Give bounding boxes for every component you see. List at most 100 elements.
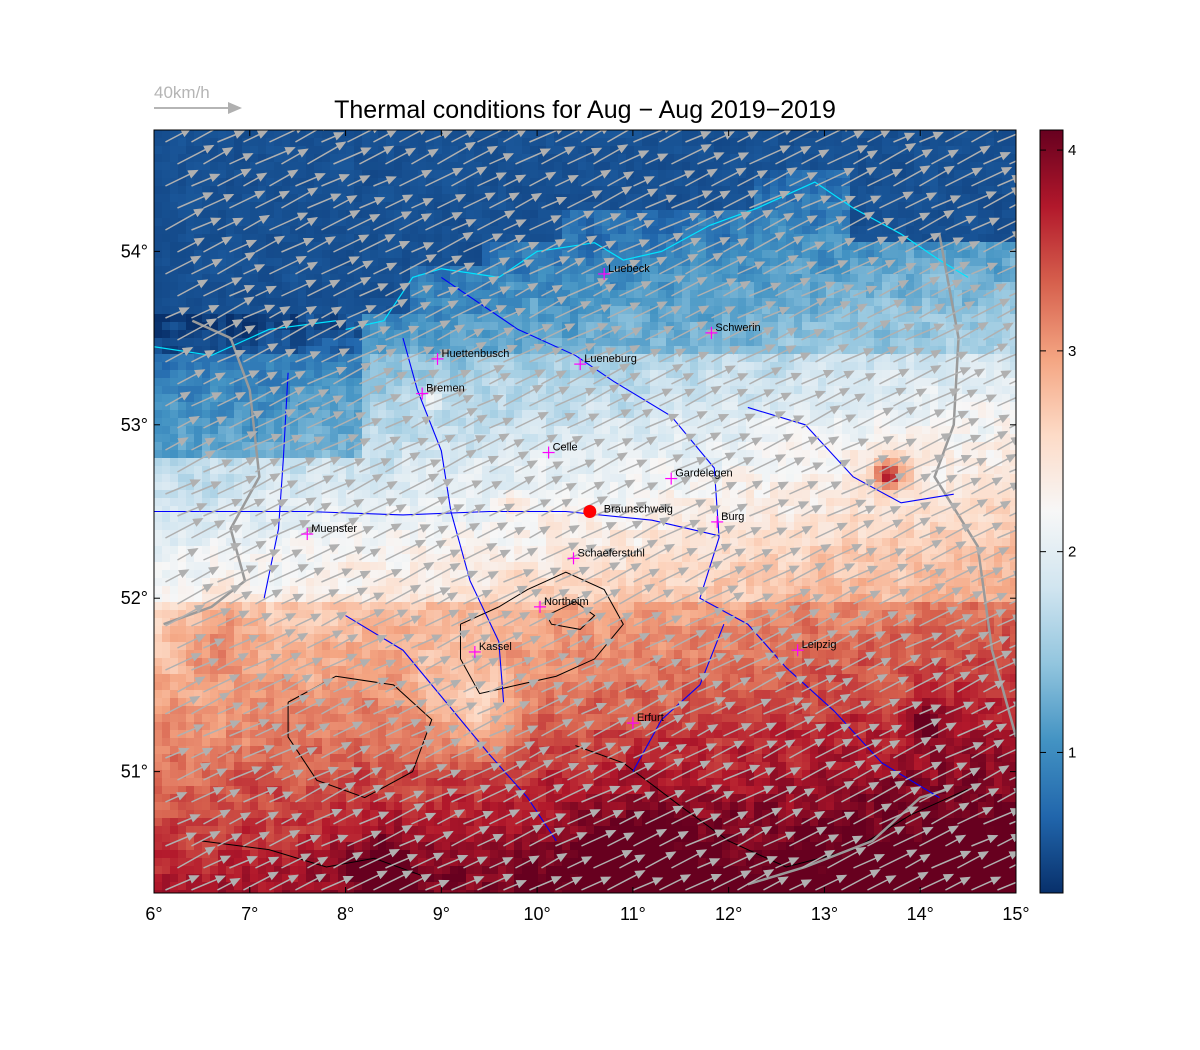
heat-cell bbox=[954, 210, 963, 219]
heat-cell bbox=[650, 170, 659, 179]
heat-cell bbox=[874, 154, 883, 163]
heat-cell bbox=[434, 138, 443, 147]
heat-cell bbox=[522, 242, 531, 251]
heat-cell bbox=[698, 402, 707, 411]
heat-cell bbox=[602, 226, 611, 235]
heat-cell bbox=[426, 226, 435, 235]
heat-cell bbox=[706, 290, 715, 299]
heat-cell bbox=[322, 226, 331, 235]
heat-cell bbox=[890, 210, 899, 219]
heat-cell bbox=[650, 370, 659, 379]
heat-cell bbox=[362, 186, 371, 195]
heat-cell bbox=[762, 442, 771, 451]
heat-cell bbox=[194, 490, 203, 499]
heat-cell bbox=[682, 202, 691, 211]
heat-cell bbox=[690, 202, 699, 211]
heat-cell bbox=[338, 258, 347, 267]
heat-cell bbox=[354, 450, 363, 459]
heat-cell bbox=[930, 170, 939, 179]
heat-cell bbox=[762, 338, 771, 347]
heat-cell bbox=[994, 410, 1003, 419]
heat-cell bbox=[634, 322, 643, 331]
heat-cell bbox=[362, 314, 371, 323]
heat-cell bbox=[354, 466, 363, 475]
heat-cell bbox=[442, 234, 451, 243]
heat-cell bbox=[730, 162, 739, 171]
heat-cell bbox=[266, 450, 275, 459]
heat-cell bbox=[522, 210, 531, 219]
heat-cell bbox=[810, 426, 819, 435]
heat-cell bbox=[602, 426, 611, 435]
heat-cell bbox=[834, 162, 843, 171]
heat-cell bbox=[714, 338, 723, 347]
heat-cell bbox=[762, 242, 771, 251]
heat-cell bbox=[434, 378, 443, 387]
heat-cell bbox=[162, 354, 171, 363]
heat-cell bbox=[154, 242, 163, 251]
heat-cell bbox=[698, 138, 707, 147]
heat-cell bbox=[458, 306, 467, 315]
heat-cell bbox=[690, 314, 699, 323]
heat-cell bbox=[962, 394, 971, 403]
heat-cell bbox=[874, 306, 883, 315]
heat-cell bbox=[762, 458, 771, 467]
heat-cell bbox=[978, 178, 987, 187]
heat-cell bbox=[330, 354, 339, 363]
heat-cell bbox=[754, 282, 763, 291]
heat-cell bbox=[386, 290, 395, 299]
heat-cell bbox=[898, 186, 907, 195]
heat-cell bbox=[970, 226, 979, 235]
heat-cell bbox=[362, 282, 371, 291]
heat-cell bbox=[210, 466, 219, 475]
heat-cell bbox=[674, 242, 683, 251]
heat-cell bbox=[226, 434, 235, 443]
heat-cell bbox=[594, 354, 603, 363]
heat-cell bbox=[250, 258, 259, 267]
heat-cell bbox=[178, 170, 187, 179]
heat-cell bbox=[746, 338, 755, 347]
heat-cell bbox=[730, 290, 739, 299]
heat-cell bbox=[410, 266, 419, 275]
heat-cell bbox=[850, 138, 859, 147]
heat-cell bbox=[914, 394, 923, 403]
heat-cell bbox=[346, 378, 355, 387]
heat-cell bbox=[946, 482, 955, 491]
heat-cell bbox=[154, 226, 163, 235]
heat-cell bbox=[1002, 210, 1011, 219]
heat-cell bbox=[410, 186, 419, 195]
heat-cell bbox=[306, 362, 315, 371]
heat-cell bbox=[674, 290, 683, 299]
heat-cell bbox=[162, 426, 171, 435]
heat-cell bbox=[578, 282, 587, 291]
heat-cell bbox=[514, 410, 523, 419]
heat-cell bbox=[370, 282, 379, 291]
heat-cell bbox=[658, 138, 667, 147]
heat-cell bbox=[322, 490, 331, 499]
heat-cell bbox=[338, 402, 347, 411]
heat-cell bbox=[442, 226, 451, 235]
heat-cell bbox=[458, 258, 467, 267]
heat-cell bbox=[810, 354, 819, 363]
heat-cell bbox=[266, 378, 275, 387]
heat-cell bbox=[258, 298, 267, 307]
heat-cell bbox=[738, 330, 747, 339]
heat-cell bbox=[418, 314, 427, 323]
heat-cell bbox=[506, 290, 515, 299]
heat-cell bbox=[178, 482, 187, 491]
heat-cell bbox=[706, 146, 715, 155]
heat-cell bbox=[250, 218, 259, 227]
heat-cell bbox=[898, 330, 907, 339]
heat-cell bbox=[586, 474, 595, 483]
heat-cell bbox=[578, 450, 587, 459]
heat-cell bbox=[298, 226, 307, 235]
heat-cell bbox=[738, 482, 747, 491]
heat-cell bbox=[602, 434, 611, 443]
heat-cell bbox=[954, 362, 963, 371]
heat-cell bbox=[346, 202, 355, 211]
heat-cell bbox=[866, 226, 875, 235]
heat-cell bbox=[610, 194, 619, 203]
heat-cell bbox=[434, 186, 443, 195]
heat-cell bbox=[674, 370, 683, 379]
heat-cell bbox=[538, 418, 547, 427]
heat-cell bbox=[642, 314, 651, 323]
